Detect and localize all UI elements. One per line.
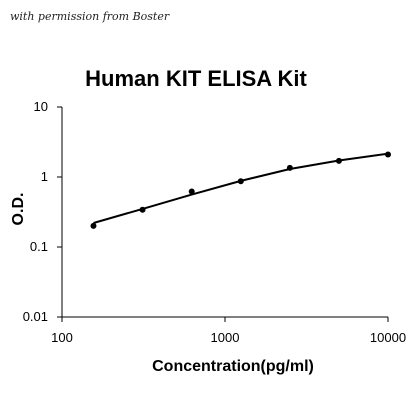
chart-title: Human KIT ELISA Kit [85,66,307,91]
fit-curve-line [93,152,389,224]
axes-group: 0.01 0.1 1 10 100 1000 10000 [23,99,406,345]
y-axis-title: O.D. [10,193,27,226]
data-point [237,178,244,185]
y-tick-label: 0.1 [30,239,48,254]
x-tick-label: 1000 [211,330,240,345]
x-tick-label: 100 [51,330,73,345]
data-point [286,164,293,171]
data-point [90,222,97,229]
fit-curve-layer [93,152,389,224]
watermark-text: with permission from Boster [10,10,170,23]
data-point [188,188,195,195]
data-points-layer [90,151,391,229]
data-point [335,157,342,164]
x-tick-label: 10000 [370,330,406,345]
data-point [139,206,146,213]
y-tick-label: 0.01 [23,309,48,324]
y-tick-label: 1 [41,169,48,184]
data-point [385,151,391,158]
y-tick-label: 10 [34,99,48,114]
x-axis-title: Concentration(pg/ml) [152,358,314,375]
